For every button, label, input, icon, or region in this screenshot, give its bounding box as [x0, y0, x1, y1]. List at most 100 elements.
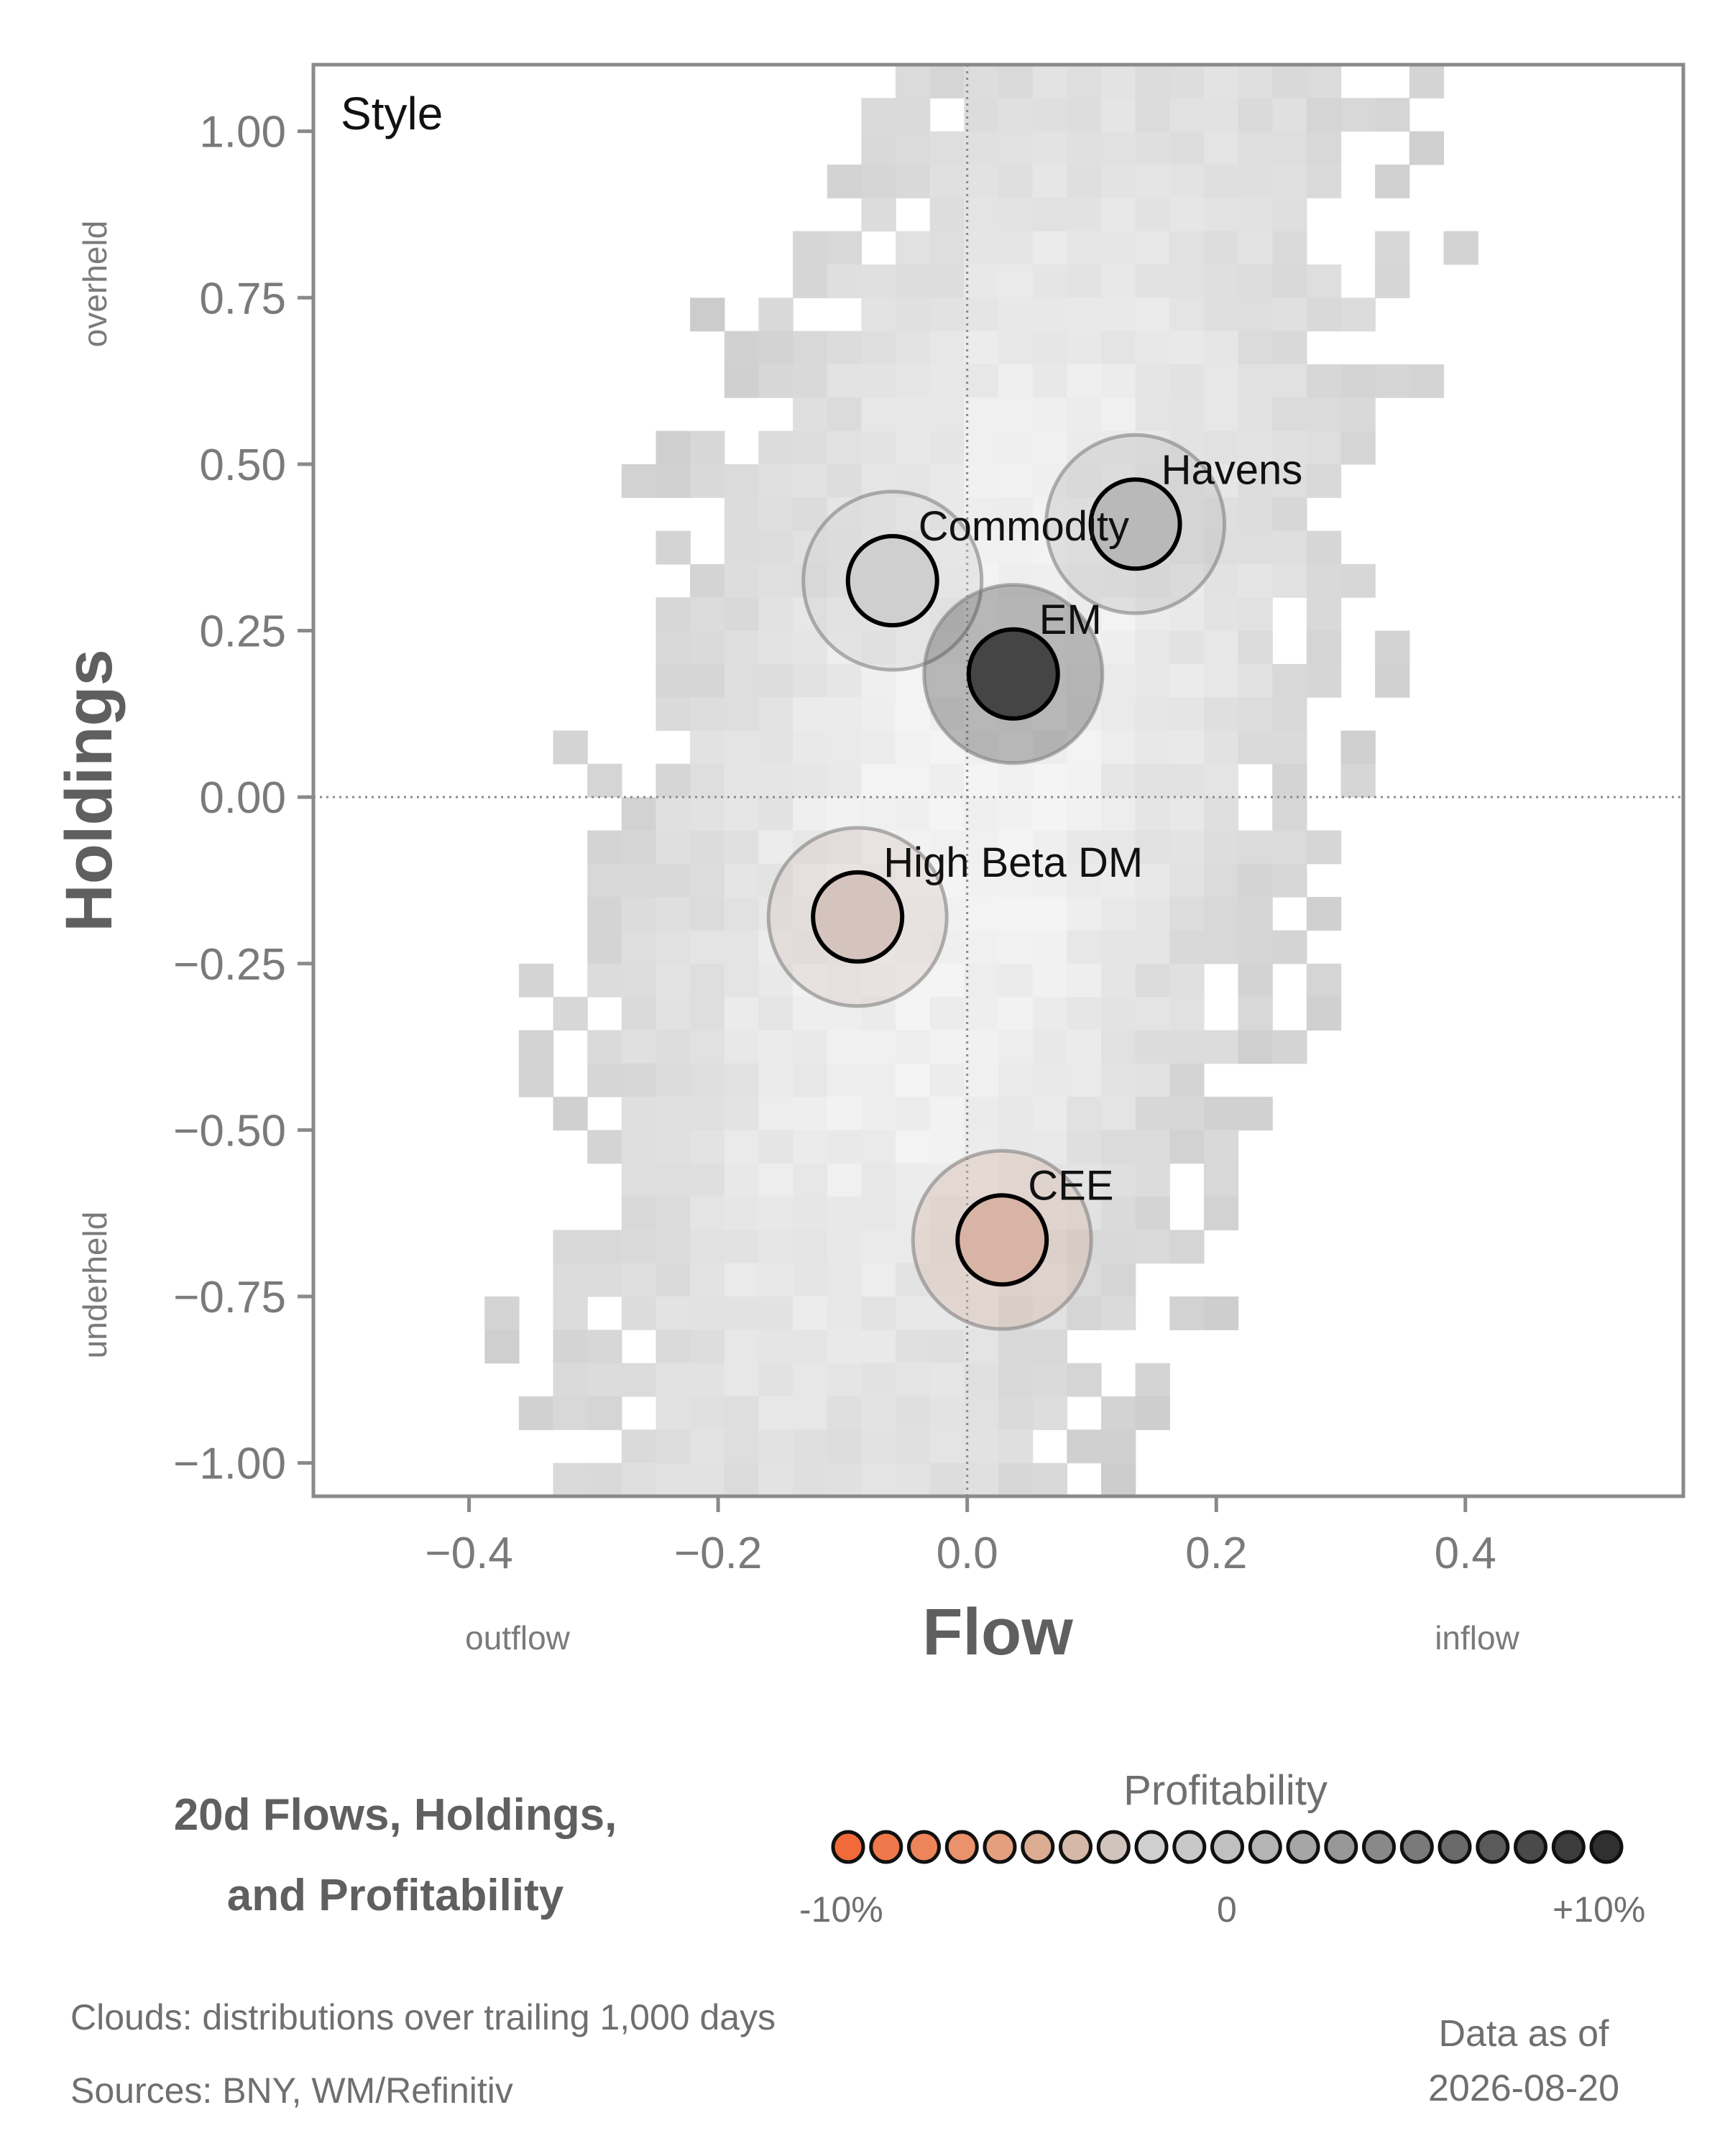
point-marker — [966, 627, 1060, 721]
cloud-cell — [1203, 730, 1239, 765]
cloud-cell — [1101, 1396, 1136, 1430]
cloud-cell — [793, 1263, 828, 1297]
cloud-cell — [1135, 131, 1170, 165]
axis-ticks: −0.4 −0.2 0.0 0.2 0.4 1.00 0.75 0.50 0.25 0.00 −0.… — [173, 108, 1496, 1578]
point-label: CEE — [1028, 1162, 1113, 1209]
profitability-scale-dot — [1324, 1830, 1358, 1864]
cloud-cell — [1135, 797, 1170, 831]
profitability-scale-dot — [1589, 1830, 1624, 1864]
cloud-cell — [998, 264, 1034, 298]
cloud-cell — [724, 863, 760, 898]
cloud-cell — [724, 897, 760, 931]
cloud-cell — [929, 830, 965, 865]
legend-title-line1: 20d Flows, Holdings, — [173, 1790, 617, 1840]
cloud-cell — [758, 1263, 794, 1297]
cloud-cell — [896, 131, 931, 165]
cloud-cell — [690, 1396, 725, 1430]
cloud-cell — [929, 1063, 965, 1097]
cloud-cell — [964, 331, 999, 365]
cloud-cell — [1135, 830, 1170, 865]
cloud-cell — [1101, 663, 1136, 698]
cloud-cell — [1272, 863, 1307, 898]
cloud-cell — [998, 1330, 1034, 1364]
cloud-cell — [690, 563, 725, 598]
point-marker — [955, 1193, 1049, 1287]
cloud-cell — [827, 1363, 862, 1397]
cloud-cell — [621, 830, 657, 865]
cloud-cell — [1101, 1163, 1136, 1197]
cloud-cell — [1032, 997, 1067, 1031]
cloud-cell — [758, 697, 794, 732]
cloud-cell — [1203, 65, 1239, 98]
cloud-cell — [929, 131, 965, 165]
cloud-cell — [1306, 264, 1342, 298]
cloud-cell — [998, 1130, 1034, 1164]
cloud-cell — [861, 1097, 896, 1130]
cloud-cell — [553, 1462, 588, 1497]
cloud-cell — [724, 1063, 760, 1097]
cloud-cell — [621, 1296, 657, 1330]
cloud-cell — [1101, 830, 1136, 865]
cloud-cell — [1306, 298, 1342, 332]
point-label: Commodity — [919, 503, 1129, 550]
cloud-cell — [1169, 1063, 1205, 1097]
cloud-cell — [861, 1230, 896, 1264]
cloud-cell — [827, 1330, 862, 1364]
cloud-cell — [793, 1163, 828, 1197]
cloud-cell — [1238, 198, 1273, 232]
cloud-cell — [1203, 930, 1239, 964]
cloud-cell — [1272, 763, 1307, 798]
cloud-cell — [690, 1429, 725, 1464]
cloud-cell — [827, 1263, 862, 1297]
cloud-cell — [1238, 364, 1273, 398]
cloud-cell — [1169, 897, 1205, 931]
cloud-cell — [656, 1462, 691, 1497]
cloud-cell — [1238, 730, 1273, 765]
profitability-scale-dot — [1021, 1830, 1055, 1864]
cloud-cell — [656, 1296, 691, 1330]
cloud-cell — [758, 630, 794, 665]
cloud-cell — [1067, 98, 1102, 132]
cloud-cell — [998, 797, 1034, 831]
cloud-cell — [1101, 98, 1136, 132]
y-axis-title: Holdings — [52, 649, 126, 932]
cloud-cell — [1203, 1097, 1239, 1130]
cloud-cell — [621, 1097, 657, 1130]
cloud-cell — [1340, 298, 1376, 332]
cloud-cell — [1032, 1363, 1067, 1397]
profitability-scale-dot — [907, 1830, 941, 1864]
cloud-cell — [1067, 1097, 1102, 1130]
cloud-cell — [861, 430, 896, 465]
cloud-cell — [1306, 131, 1342, 165]
style-point: EM — [922, 583, 1105, 765]
cloud-cell — [998, 131, 1034, 165]
cloud-cell — [1032, 930, 1067, 964]
cloud-cell — [1238, 897, 1273, 931]
cloud-cell — [998, 897, 1034, 931]
cloud-cell — [1101, 963, 1136, 998]
cloud-cell — [1169, 364, 1205, 398]
cloud-cell — [998, 364, 1034, 398]
cloud-cell — [690, 464, 725, 498]
cloud-cell — [827, 464, 862, 498]
cloud-cell — [929, 430, 965, 465]
cloud-cell — [621, 1429, 657, 1464]
cloud-cell — [1101, 630, 1136, 665]
cloud-cell — [758, 1230, 794, 1264]
cloud-cell — [1169, 763, 1205, 798]
cloud-cell — [896, 930, 931, 964]
cloud-cell — [758, 298, 794, 332]
cloud-cell — [1306, 430, 1342, 465]
cloud-cell — [896, 1030, 931, 1064]
cloud-cell — [896, 497, 931, 532]
cloud-cell — [793, 430, 828, 465]
cloud-cell — [656, 464, 691, 498]
cloud-cell — [1135, 1363, 1170, 1397]
cloud-cell — [1203, 98, 1239, 132]
cloud-cell — [1272, 165, 1307, 198]
x-tick-label: 0.0 — [937, 1529, 998, 1578]
cloud-cell — [656, 1429, 691, 1464]
cloud-cell — [758, 897, 794, 931]
cloud-cell — [998, 930, 1034, 964]
profitability-scale-dot — [1399, 1830, 1434, 1864]
